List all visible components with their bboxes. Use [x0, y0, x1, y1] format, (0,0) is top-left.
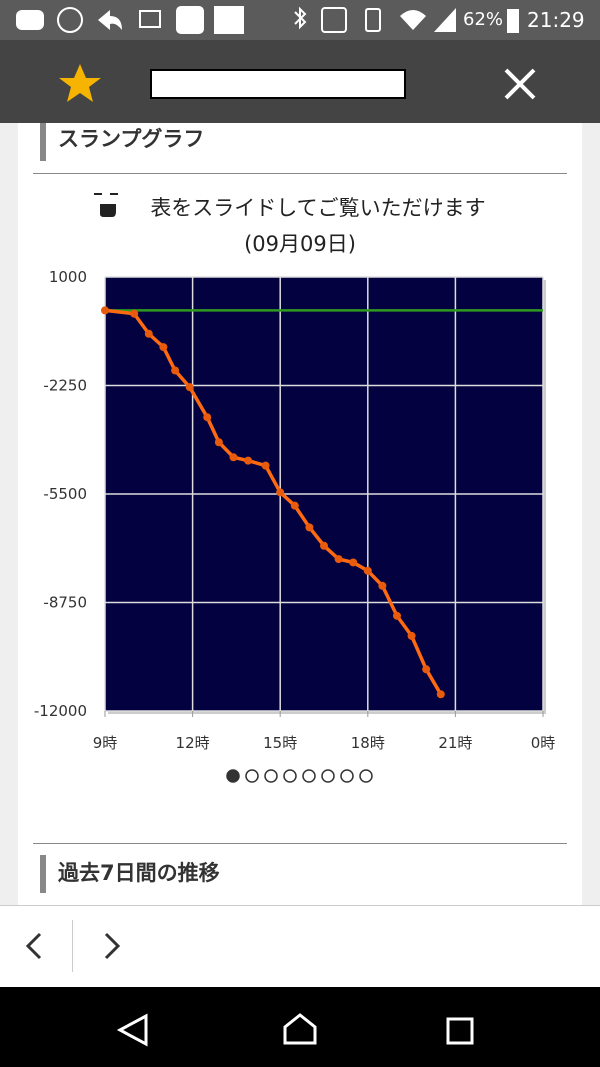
pager-dots[interactable]	[220, 766, 380, 786]
data-point	[363, 566, 372, 575]
data-point	[244, 456, 253, 465]
data-point	[261, 461, 270, 470]
data-point	[422, 665, 431, 674]
browser-toolbar	[0, 905, 600, 988]
url-box[interactable]	[150, 69, 406, 99]
y-tick-label: -8750	[43, 594, 87, 612]
data-point	[290, 501, 299, 510]
battery-level: 62%	[463, 9, 504, 30]
y-tick-label: -12000	[34, 702, 87, 720]
data-point	[305, 523, 314, 532]
data-point	[185, 383, 194, 392]
y-tick-label: -5500	[43, 485, 87, 503]
data-point	[144, 329, 153, 338]
data-point	[214, 438, 223, 447]
nav-buttons[interactable]	[0, 987, 600, 1067]
data-point	[320, 541, 328, 550]
android-nav-bar	[0, 987, 600, 1067]
section-title: スランプグラフ	[40, 123, 204, 161]
y-tick-label: -2250	[43, 377, 87, 395]
data-point	[203, 413, 212, 422]
header-bar	[0, 40, 600, 123]
section-title: 過去7日間の推移	[40, 855, 220, 893]
data-point	[276, 488, 285, 497]
x-tick-label: 0時	[531, 734, 556, 752]
data-point	[171, 366, 180, 375]
data-point	[393, 611, 401, 620]
swipe-icon	[94, 193, 118, 217]
close-button[interactable]	[500, 64, 540, 104]
data-point	[334, 555, 343, 564]
data-point	[378, 581, 387, 590]
data-point	[101, 306, 109, 315]
y-tick-label: 1000	[49, 268, 87, 286]
x-tick-label: 9時	[93, 734, 118, 752]
chart: 1000 -2250 -5500 -8750 -12000 9時 12時 15時 18時 21時 0…	[34, 268, 556, 752]
slide-notice: 表をスライドしてご覧いただけます	[150, 196, 486, 220]
forward-button[interactable]	[98, 928, 128, 964]
data-point	[130, 309, 139, 318]
divider	[33, 843, 567, 844]
x-tick-label: 18時	[351, 734, 385, 752]
data-point	[349, 558, 358, 567]
data-point	[229, 453, 238, 462]
clock: 21:29	[527, 8, 585, 32]
x-tick-label: 12時	[176, 734, 210, 752]
favorite-button[interactable]	[55, 60, 105, 106]
data-point	[436, 690, 445, 699]
back-button[interactable]	[20, 928, 50, 964]
data-point	[159, 343, 168, 352]
status-icons	[16, 6, 519, 34]
data-point	[407, 631, 416, 640]
status-bar: 62% 21:29	[0, 0, 600, 40]
x-tick-label: 15時	[263, 734, 297, 752]
x-tick-label: 21時	[438, 734, 472, 752]
divider	[33, 173, 567, 174]
chart-date: (09月09日)	[244, 232, 356, 256]
